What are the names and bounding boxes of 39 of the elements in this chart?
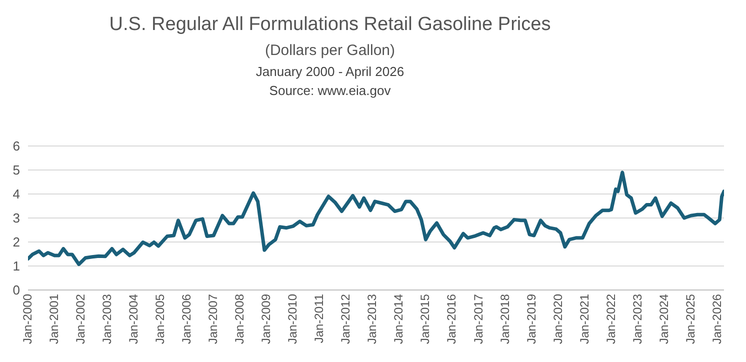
y-tick-label: 6 [12,138,20,154]
text: January 2000 - April 2026 [254,64,406,79]
x-tick-label: Jan-2024 [656,294,671,344]
x-tick-label: Jan-2014 [392,294,406,344]
x-tick-label: Jan-2013 [365,294,380,344]
x-tick-label: Jan-2018 [498,294,512,344]
y-tick-label: 2 [12,234,20,250]
x-tick-label: Jan-2004 [126,294,141,344]
chart-title: U.S. Regular All Formulations Retail Gasoline Prices [108,14,552,36]
x-tick-label: Jan-2007 [206,294,220,344]
y-tick-label: 4 [12,186,20,202]
chart-subtitle: (Dollars per Gallon) [264,42,396,59]
y-tick-label: 1 [12,258,20,274]
x-tick-label: Jan-2011 [312,294,326,344]
x-tick-label: Jan-2021 [577,294,592,344]
x-tick-label: Jan-2009 [259,294,274,344]
x-tick-label: Jan-2023 [630,294,644,344]
y-tick-label: 3 [12,210,20,226]
x-tick-label: Jan-2002 [74,294,88,344]
x-tick-label: Jan-2001 [47,294,62,344]
x-tick-label: Jan-2017 [471,294,486,344]
x-tick-label: Jan-2000 [20,294,35,344]
x-tick-label: Jan-2005 [153,294,168,344]
x-tick-label: Jan-2006 [180,294,194,344]
x-tick-label: Jan-2020 [550,294,565,344]
x-tick-label: Jan-2008 [232,294,247,344]
x-tick-label: Jan-2010 [286,294,300,344]
x-tick-label: Jan-2022 [604,294,618,344]
x-tick-label: Jan-2012 [338,294,353,344]
x-tick-label: Jan-2026 [710,294,724,344]
y-tick-label: 0 [12,282,20,298]
x-tick-label: Jan-2015 [418,294,432,344]
y-tick-label: 5 [12,162,20,178]
x-tick-label: Jan-2003 [100,294,114,344]
x-tick-label: Jan-2019 [524,294,538,344]
source-note: Source: www.eia.gov [268,83,392,98]
x-tick-label: Jan-2016 [444,294,459,344]
x-tick-label: Jan-2025 [683,294,698,344]
line-series [28,170,724,266]
